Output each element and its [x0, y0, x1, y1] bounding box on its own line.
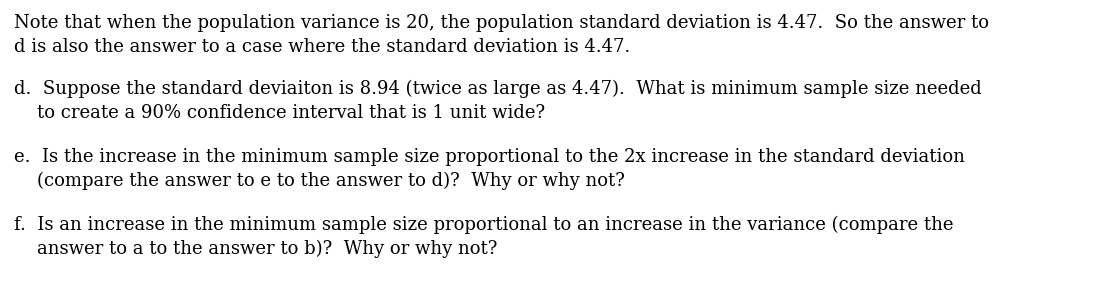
Text: Note that when the population variance is 20, the population standard deviation : Note that when the population variance i… — [14, 14, 989, 32]
Text: f.  Is an increase in the minimum sample size proportional to an increase in the: f. Is an increase in the minimum sample … — [14, 216, 953, 234]
Text: e.  Is the increase in the minimum sample size proportional to the 2x increase i: e. Is the increase in the minimum sample… — [14, 148, 964, 166]
Text: d is also the answer to a case where the standard deviation is 4.47.: d is also the answer to a case where the… — [14, 38, 630, 56]
Text: d.  Suppose the standard deviaiton is 8.94 (twice as large as 4.47).  What is mi: d. Suppose the standard deviaiton is 8.9… — [14, 80, 981, 98]
Text: to create a 90% confidence interval that is 1 unit wide?: to create a 90% confidence interval that… — [14, 104, 545, 122]
Text: answer to a to the answer to b)?  Why or why not?: answer to a to the answer to b)? Why or … — [14, 240, 497, 258]
Text: (compare the answer to e to the answer to d)?  Why or why not?: (compare the answer to e to the answer t… — [14, 172, 624, 190]
